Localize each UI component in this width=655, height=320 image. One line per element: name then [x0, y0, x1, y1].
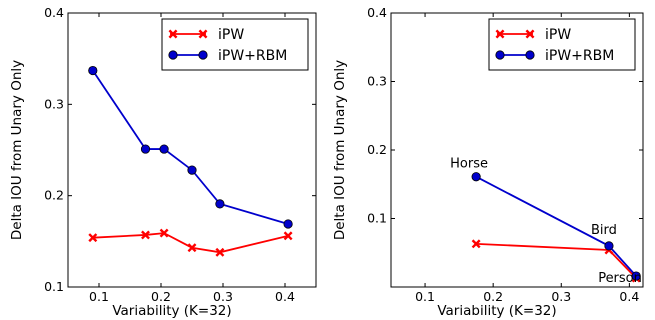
legend-marker: [198, 29, 208, 39]
legend-entry: iPW+RBM: [545, 48, 614, 64]
data-point: [187, 243, 197, 253]
chart-panel-2: 0.1 0.2 0.3 0.4 0.1 0.2 0.3 0.4 Variability (K=3…: [332, 5, 644, 319]
y-tick-label: 0.3: [367, 74, 387, 89]
legend-marker: [168, 50, 178, 60]
series-line-ipw-rbm: [92, 70, 289, 225]
legend-entry: iPW: [218, 27, 244, 43]
x-tick-label: 0.3: [551, 289, 571, 304]
x-axis-label: Variability (K=32): [437, 303, 556, 319]
legend-marker: [525, 29, 535, 39]
y-axis-label: Delta IOU from Unary Only: [9, 60, 25, 240]
legend-entry: iPW: [545, 27, 571, 43]
data-point: [159, 144, 169, 154]
legend: iPW iPW+RBM: [161, 18, 309, 71]
legend-marker: [525, 50, 535, 60]
x-tick-label: 0.2: [483, 289, 503, 304]
data-point: [187, 165, 197, 175]
x-tick-label: 0.4: [275, 289, 295, 304]
y-tick-label: 0.3: [44, 96, 64, 111]
y-tick-label: 0.2: [367, 142, 387, 157]
data-point: [283, 219, 293, 229]
y-tick-label: 0.2: [44, 188, 64, 203]
data-point: [88, 233, 98, 243]
data-point: [215, 247, 225, 257]
annotation-label: Person: [598, 271, 642, 286]
legend: iPW iPW+RBM: [488, 18, 636, 71]
legend-box: [161, 18, 309, 71]
y-axis-label: Delta IOU from Unary Only: [332, 60, 348, 240]
series-line-ipw: [92, 232, 289, 254]
x-tick-label: 0.1: [89, 289, 109, 304]
data-point: [283, 231, 293, 241]
x-tick-label: 0.1: [415, 289, 435, 304]
legend-marker: [168, 29, 178, 39]
x-axis-label: Variability (K=32): [112, 303, 231, 319]
x-tick-label: 0.3: [213, 289, 233, 304]
x-tick-label: 0.4: [619, 289, 639, 304]
annotation-label: Bird: [591, 223, 617, 238]
annotation-label: Horse: [450, 157, 488, 172]
data-point: [159, 228, 169, 238]
y-tick-label: 0.4: [44, 5, 64, 20]
chart-panel-1: 0.1 0.2 0.3 0.4 0.1 0.2 0.3 0.4 Variability (K=3…: [9, 5, 317, 319]
data-point: [631, 271, 641, 281]
legend-marker: [495, 50, 505, 60]
y-tick-label: 0.1: [44, 279, 64, 294]
legend-marker: [495, 29, 505, 39]
data-point: [215, 199, 225, 209]
y-tick-label: 0.4: [367, 5, 387, 20]
legend-entry: iPW+RBM: [218, 48, 287, 64]
legend-box: [488, 18, 636, 71]
x-tick-label: 0.2: [151, 289, 171, 304]
data-point: [471, 172, 481, 182]
data-point: [604, 241, 614, 251]
data-point: [88, 65, 98, 76]
plot-frame: [67, 12, 317, 288]
legend-marker: [198, 50, 208, 60]
data-point: [140, 144, 151, 154]
data-point: [471, 239, 481, 249]
y-tick-label: 0.1: [367, 211, 387, 226]
data-point: [141, 230, 150, 240]
